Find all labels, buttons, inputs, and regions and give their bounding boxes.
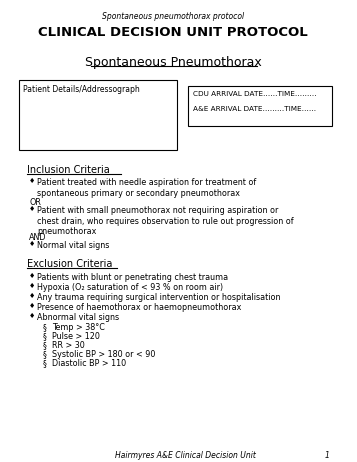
Text: Exclusion Criteria: Exclusion Criteria: [27, 259, 113, 269]
Text: §: §: [43, 323, 47, 332]
Text: AND: AND: [29, 233, 47, 243]
Text: Temp > 38°C: Temp > 38°C: [52, 323, 105, 332]
Text: Hairmyres A&E Clinical Decision Unit: Hairmyres A&E Clinical Decision Unit: [115, 451, 256, 460]
Text: §: §: [43, 341, 47, 350]
Text: Presence of haemothorax or haemopneumothorax: Presence of haemothorax or haemopneumoth…: [37, 303, 241, 312]
Text: §: §: [43, 332, 47, 341]
Text: Spontaneous Pneumothorax: Spontaneous Pneumothorax: [85, 56, 262, 69]
Text: Patient Details/Addressograph: Patient Details/Addressograph: [23, 85, 140, 94]
Text: ♦: ♦: [29, 241, 35, 247]
Text: Normal vital signs: Normal vital signs: [37, 241, 109, 250]
Text: RR > 30: RR > 30: [52, 341, 84, 350]
Text: Spontaneous pneumothorax protocol: Spontaneous pneumothorax protocol: [102, 12, 245, 21]
Text: ♦: ♦: [29, 303, 35, 309]
Text: Patient treated with needle aspiration for treatment of
spontaneous primary or s: Patient treated with needle aspiration f…: [37, 178, 256, 198]
Text: CDU ARRIVAL DATE……TIME………: CDU ARRIVAL DATE……TIME………: [193, 91, 316, 97]
Text: §: §: [43, 359, 47, 368]
Text: Pulse > 120: Pulse > 120: [52, 332, 100, 341]
Text: §: §: [43, 350, 47, 359]
Text: Patient with small pneumothorax not requiring aspiration or
chest drain, who req: Patient with small pneumothorax not requ…: [37, 207, 293, 236]
Text: ♦: ♦: [29, 207, 35, 213]
Text: ♦: ♦: [29, 273, 35, 279]
Text: OR: OR: [29, 199, 41, 207]
Text: ♦: ♦: [29, 293, 35, 299]
Text: Inclusion Criteria: Inclusion Criteria: [27, 164, 110, 175]
Text: ♦: ♦: [29, 283, 35, 289]
Text: CLINICAL DECISION UNIT PROTOCOL: CLINICAL DECISION UNIT PROTOCOL: [39, 26, 308, 39]
Text: Any trauma requiring surgical intervention or hospitalisation: Any trauma requiring surgical interventi…: [37, 293, 281, 302]
Text: 1: 1: [324, 451, 329, 460]
Bar: [188, 86, 332, 126]
Text: Patients with blunt or penetrating chest trauma: Patients with blunt or penetrating chest…: [37, 273, 228, 282]
Bar: [20, 80, 177, 150]
Text: Hypoxia (O₂ saturation of < 93 % on room air): Hypoxia (O₂ saturation of < 93 % on room…: [37, 283, 223, 292]
Text: Systolic BP > 180 or < 90: Systolic BP > 180 or < 90: [52, 350, 155, 359]
Text: Abnormal vital signs: Abnormal vital signs: [37, 313, 119, 322]
Text: A&E ARRIVAL DATE………TIME……: A&E ARRIVAL DATE………TIME……: [193, 106, 316, 112]
Text: ♦: ♦: [29, 313, 35, 319]
Text: ♦: ♦: [29, 178, 35, 184]
Text: Diastolic BP > 110: Diastolic BP > 110: [52, 359, 126, 368]
